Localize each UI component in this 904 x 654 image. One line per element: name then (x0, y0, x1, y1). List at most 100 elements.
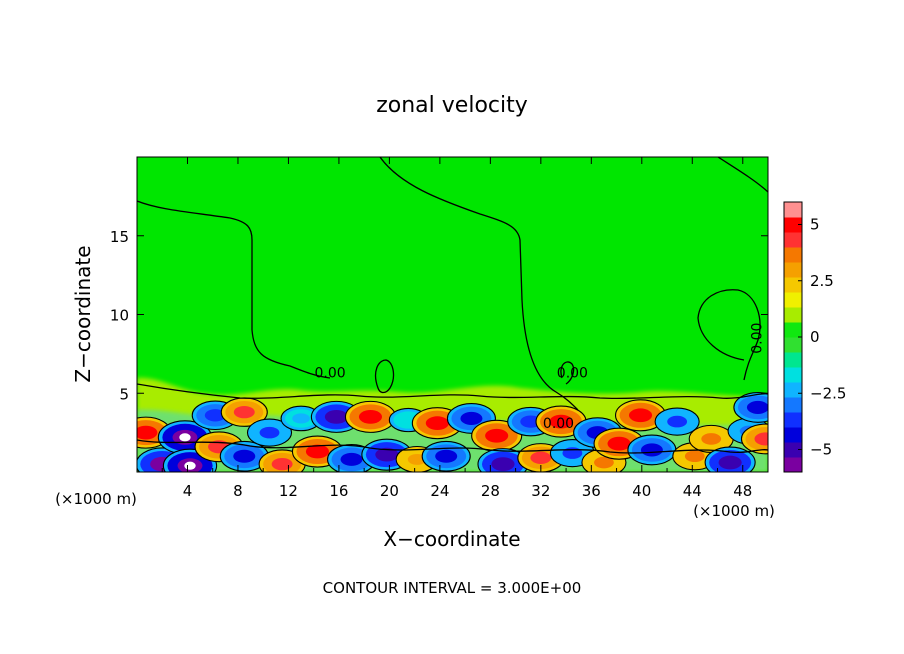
colorbar-swatch (784, 412, 802, 428)
x-unit-left: (×1000 m) (55, 490, 137, 508)
x-tick-label: 24 (430, 482, 449, 500)
x-tick-label: 40 (632, 482, 651, 500)
colorbar-swatch (784, 247, 802, 263)
velocity-cell-core (701, 433, 722, 445)
colorbar-swatch (784, 307, 802, 323)
zero-contour-lower (137, 383, 768, 400)
colorbar-swatch (784, 427, 802, 443)
y-axis-label: Z−coordinate (71, 245, 95, 382)
velocity-cell-core (233, 449, 256, 463)
velocity-cell-core (754, 432, 768, 446)
colorbar-swatch (784, 262, 802, 278)
x-tick-label: 36 (582, 482, 601, 500)
velocity-cell-core (292, 413, 310, 424)
contour-label: 0.00 (543, 416, 574, 432)
x-tick-label: 12 (279, 482, 298, 500)
colorbar-swatch (784, 367, 802, 383)
colorbar-swatch (784, 217, 802, 233)
velocity-cell-core (460, 411, 483, 425)
zero-contour-bottom (137, 439, 768, 454)
x-tick-label: 4 (183, 482, 193, 500)
velocity-cell (654, 407, 700, 436)
colorbar-swatch (784, 457, 802, 473)
velocity-cell-core (425, 416, 449, 431)
x-axis-label: X−coordinate (383, 527, 520, 551)
velocity-cell (535, 405, 587, 438)
velocity-cell-contour (704, 446, 756, 472)
x-tick-label: 32 (531, 482, 550, 500)
colorbar-swatch (784, 292, 802, 308)
x-tick-label: 28 (481, 482, 500, 500)
velocity-cell-peak (184, 461, 196, 470)
velocity-cell-core (491, 457, 515, 471)
contour-interval-note: CONTOUR INTERVAL = 3.000E+00 (323, 579, 582, 597)
colorbar-tick-label: 2.5 (810, 272, 834, 290)
contour-labels: 0.00 0.00 0.00 0.00 (315, 323, 766, 432)
velocity-cell-core (204, 409, 226, 422)
x-unit-right: (×1000 m) (693, 502, 775, 520)
contour-label: 0.00 (557, 366, 588, 382)
velocity-cell-core (271, 457, 293, 471)
colorbar-swatch (784, 442, 802, 458)
velocity-cell-core (233, 405, 255, 419)
velocity-cell-core (607, 436, 631, 451)
colorbar-swatch (784, 352, 802, 368)
field-layer (137, 377, 768, 472)
velocity-cell-core (640, 443, 663, 457)
velocity-cell-core (746, 400, 768, 414)
velocity-cell-core (562, 447, 583, 459)
colorbar-swatch (784, 382, 802, 398)
x-tick-label: 44 (683, 482, 702, 500)
colorbar-tick-label: −2.5 (810, 384, 846, 402)
colorbar-swatch (784, 337, 802, 353)
colorbar-swatch (784, 322, 802, 338)
colorbar (783, 201, 803, 473)
contour-lines (137, 157, 768, 454)
colorbar-tick-label: 0 (810, 328, 820, 346)
x-tick-label: 48 (733, 482, 752, 500)
x-axis-ticks: 4 8 12 16 20 24 28 32 36 40 44 48 (161, 157, 752, 500)
colorbar-swatch (784, 397, 802, 413)
zero-contour-main (137, 200, 331, 379)
velocity-cell-contour (733, 392, 768, 423)
y-tick-label: 15 (110, 228, 129, 246)
velocity-cell-core (549, 414, 573, 429)
velocity-cell-core (358, 410, 383, 424)
velocity-cell (740, 423, 768, 455)
velocity-cell-core (375, 447, 399, 462)
x-tick-label: 20 (380, 482, 399, 500)
chart-title: zonal velocity (376, 93, 528, 118)
colorbar-swatch (784, 232, 802, 248)
velocity-cell (688, 424, 734, 454)
velocity-cell-core (684, 450, 705, 463)
velocity-cell-contour (162, 448, 218, 472)
velocity-cell (471, 419, 523, 452)
velocity-cell-core (485, 428, 509, 443)
velocity-cell (733, 392, 768, 423)
velocity-cell-core (667, 415, 688, 428)
x-tick-label: 8 (233, 482, 243, 500)
zero-contour-loop-mid (560, 361, 575, 385)
velocity-cell-core (628, 408, 653, 423)
y-tick-label: 10 (110, 307, 129, 325)
colorbar-swatch (784, 277, 802, 293)
zero-contour-right (717, 157, 768, 193)
velocity-cell-core (137, 425, 158, 440)
velocity-cell-core (324, 410, 348, 424)
zero-contour-loop-left (374, 359, 395, 394)
y-axis-ticks: 5 10 15 (110, 228, 768, 403)
velocity-cell-core (435, 449, 458, 463)
velocity-cell-core (340, 452, 363, 466)
velocity-cell (246, 418, 293, 447)
velocity-cell-core (594, 456, 614, 469)
colorbar-tick-label: 5 (810, 216, 820, 234)
velocity-cell (421, 440, 471, 472)
zero-contour-loop-right (697, 289, 761, 381)
velocity-cell-contour (246, 418, 293, 447)
colorbar-ticks: 5 2.5 0 −2.5 −5 (798, 216, 846, 459)
velocity-cell-contour (740, 423, 768, 455)
velocity-cell (219, 440, 269, 472)
colorbar-tick-label: −5 (810, 441, 832, 459)
velocity-cell (344, 400, 397, 433)
velocity-cell (220, 397, 268, 427)
